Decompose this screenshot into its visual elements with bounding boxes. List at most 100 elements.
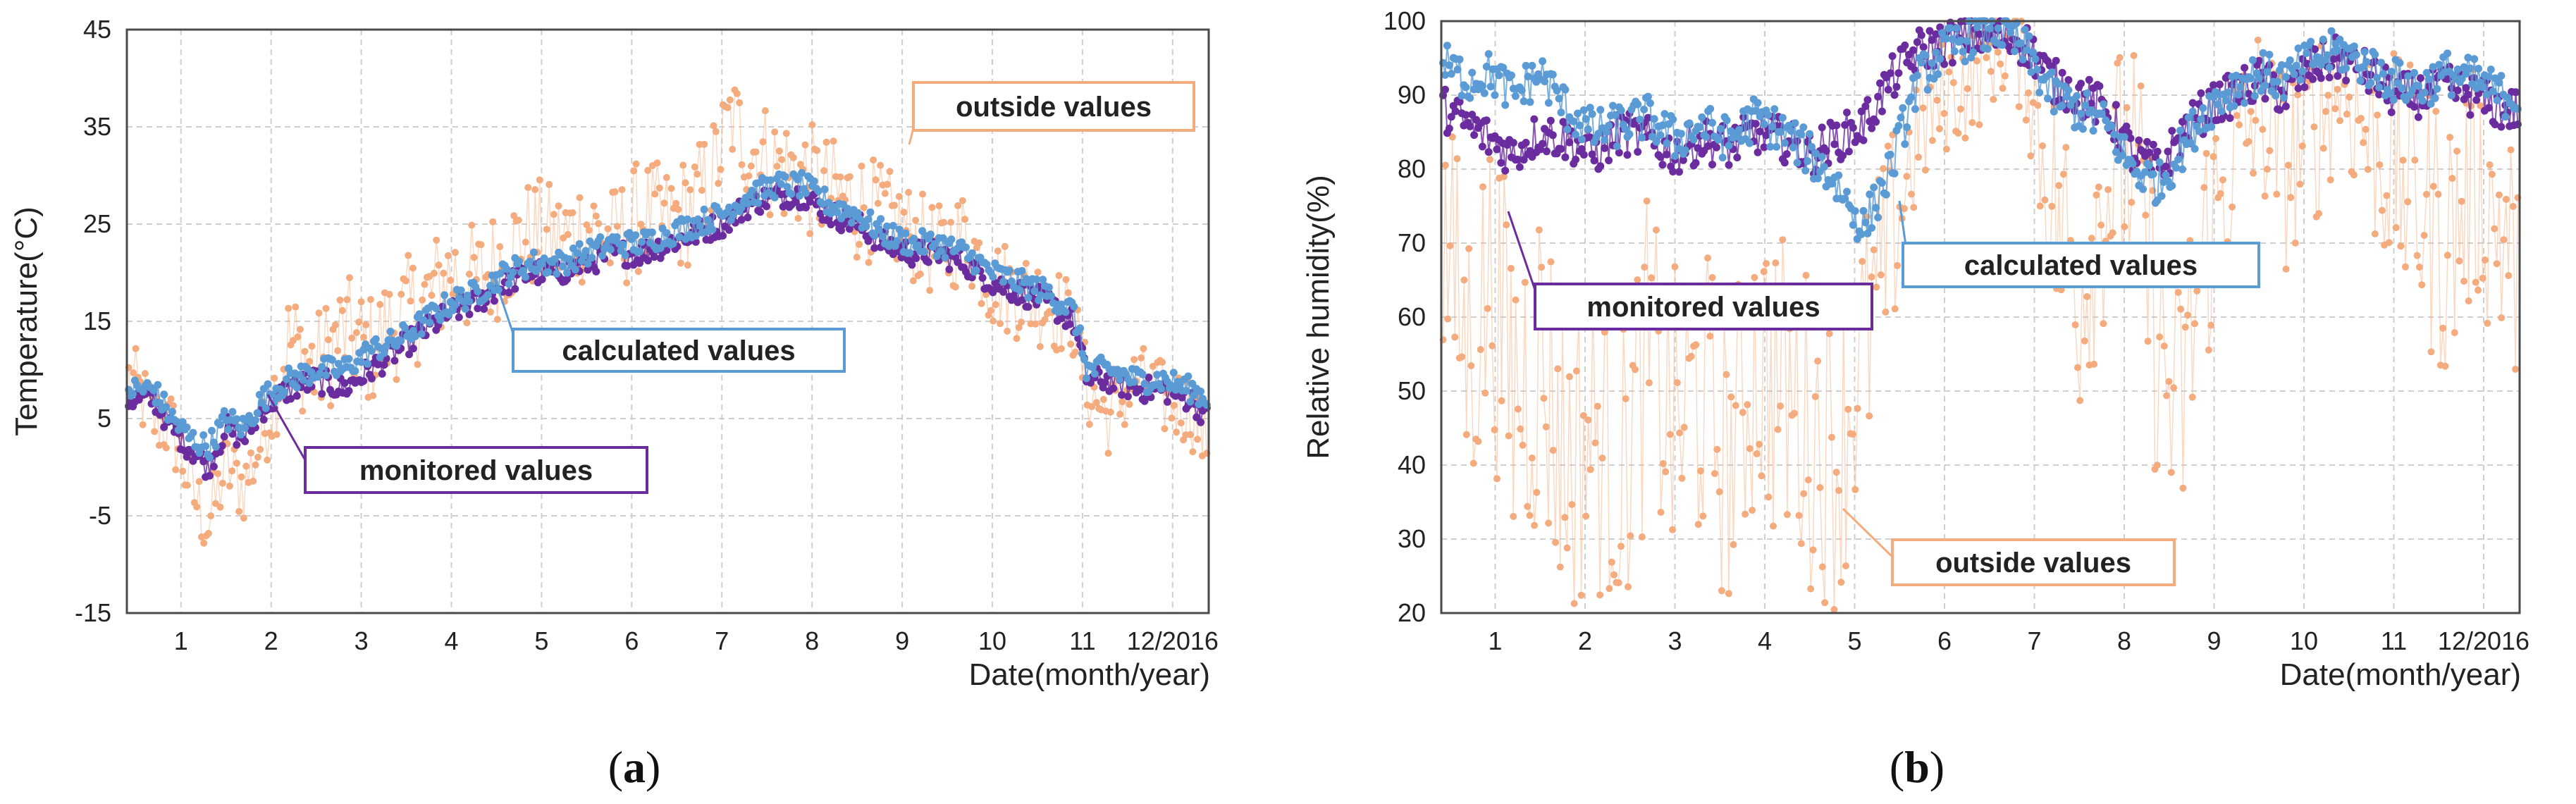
panel-a-calculated-point — [596, 233, 605, 241]
panel-a-outside-point — [1161, 425, 1169, 433]
panel-b-calculated-point — [1735, 125, 1744, 134]
panel-a-monitored-point — [367, 374, 376, 383]
panel-b-outside-point — [1584, 416, 1592, 424]
panel-b-calculated-point — [1663, 139, 1671, 147]
panel-b-outside-point — [1891, 305, 1899, 313]
panel-b-calculated-point — [1994, 24, 2002, 32]
panel-b-calculated-point — [1617, 106, 1625, 115]
panel-a-outside-point — [712, 128, 720, 135]
panel-b-calculated-point — [2016, 39, 2025, 47]
panel-b-monitored-point — [1818, 123, 1826, 132]
panel-b-calculated-point — [2128, 159, 2137, 168]
panel-b-outside-point — [2475, 286, 2482, 294]
panel-a-calculated-point — [612, 233, 621, 241]
panel-b-outside-point — [1444, 315, 1452, 323]
panel-a-outside-point — [684, 261, 691, 269]
panel-b-outside-point — [2392, 224, 2400, 231]
panel-b-calculated-point — [1508, 71, 1515, 80]
panel-b-monitored-point — [1656, 153, 1665, 161]
panel-a-outside-point — [919, 190, 927, 198]
panel-a-outside-point — [292, 303, 300, 311]
panel-b-outside-point — [1933, 97, 1941, 104]
panel-a-calculated-point — [461, 304, 469, 313]
panel-b-calculated-point — [1671, 151, 1680, 160]
panel-b-outside-point — [1921, 166, 1929, 174]
panel-b-outside-point — [2477, 102, 2484, 109]
panel-a-ytick-label: 35 — [83, 112, 111, 141]
panel-a-outside-point — [514, 216, 522, 224]
panel-a-monitored-point — [218, 442, 226, 450]
panel-b-outside-point — [1715, 488, 1723, 495]
panel-a-outside-point — [1036, 342, 1044, 350]
panel-b-outside-point — [1723, 371, 1730, 378]
panel-b-outside-point — [2427, 348, 2435, 356]
panel-b-outside-point — [2250, 169, 2257, 177]
panel-b-calculated-point — [1675, 144, 1683, 153]
panel-a-monitored-point — [292, 392, 301, 400]
panel-b-outside-point — [1983, 54, 1990, 61]
panel-a-callout-box — [512, 328, 846, 373]
panel-b-outside-point — [2252, 116, 2260, 124]
panel-b-calculated-point — [2176, 126, 2184, 135]
panel-a-calculated-point — [1018, 266, 1026, 275]
panel-b-outside-point — [1894, 261, 1902, 269]
panel-a-calculated-point — [553, 269, 561, 278]
panel-b-calculated-point — [1868, 223, 1876, 232]
panel-a-monitored-point — [563, 275, 571, 283]
panel-a-calculated-point — [1044, 283, 1053, 292]
panel-b-outside-point — [2415, 264, 2423, 271]
panel-a-calculated-point — [636, 247, 644, 256]
panel-a-outside-point — [226, 482, 233, 490]
panel-b-calculated-point — [2261, 81, 2269, 89]
panel-b-outside-point — [1915, 154, 1922, 161]
panel-b-outside-point — [2509, 203, 2517, 210]
panel-b-outside-point — [1961, 134, 1969, 142]
panel-a-calculated-point — [638, 237, 646, 246]
panel-a-outside-point — [872, 176, 880, 184]
panel-a-outside-point — [968, 283, 976, 290]
panel-b-calculated-point — [2007, 28, 2015, 37]
panel-b-calculated-point — [1818, 153, 1826, 161]
panel-a-monitored-point — [978, 273, 987, 282]
panel-a-calculated-point — [906, 249, 914, 257]
panel-b-calculated-point — [1689, 135, 1698, 144]
panel-b-outside-point — [2184, 311, 2191, 319]
panel-a-calculated-point — [914, 241, 923, 249]
panel-a-calculated-point — [401, 323, 409, 332]
panel-a-calculated-point — [1083, 374, 1090, 383]
panel-b-calculated-point — [2081, 101, 2089, 110]
panel-b-monitored-point — [2064, 76, 2073, 84]
panel-a-outside-point — [409, 264, 417, 272]
panel-a-outside-point — [926, 287, 934, 295]
panel-b-callout-leader — [1842, 507, 1899, 564]
panel-b-monitored-point — [1925, 27, 1934, 35]
panel-b-calculated-point — [2221, 97, 2230, 105]
panel-a-outside-point — [874, 199, 882, 207]
panel-b-monitored-point — [1857, 107, 1866, 116]
panel-a-outside-point — [870, 156, 877, 163]
panel-b-outside-point — [1760, 268, 1768, 276]
panel-b-ytick-label: 50 — [1398, 376, 1426, 405]
panel-a-monitored-point — [650, 253, 658, 261]
panel-b-outside-point — [1730, 540, 1737, 548]
panel-a-monitored-point — [592, 267, 600, 276]
panel-b-outside-point — [2453, 147, 2461, 155]
panel-a-calculated-point — [149, 386, 158, 395]
panel-b-calculated-point — [1911, 105, 1919, 113]
panel-a-calculated-point — [810, 177, 818, 185]
panel-b-calculated-point — [1486, 82, 1495, 91]
panel-a-calculated-point — [1005, 266, 1013, 275]
panel-b-calculated-point — [1849, 221, 1857, 229]
panel-a-calculated-point — [228, 408, 237, 416]
panel-a-outside-point — [900, 209, 908, 216]
panel-b-outside-point — [2360, 139, 2367, 147]
panel-b-xtick-label: 1 — [1488, 626, 1502, 655]
panel-a-outside-point — [130, 369, 137, 377]
panel-b-calculated-point — [1917, 58, 1925, 67]
panel-b-monitored-point — [1669, 168, 1677, 175]
panel-b-calculated-point — [1754, 99, 1762, 107]
panel-b-outside-point — [1641, 264, 1648, 271]
panel-a-calculated-point — [220, 407, 228, 415]
panel-b-outside-point — [2336, 117, 2343, 125]
panel-a-monitored-point — [584, 266, 592, 274]
